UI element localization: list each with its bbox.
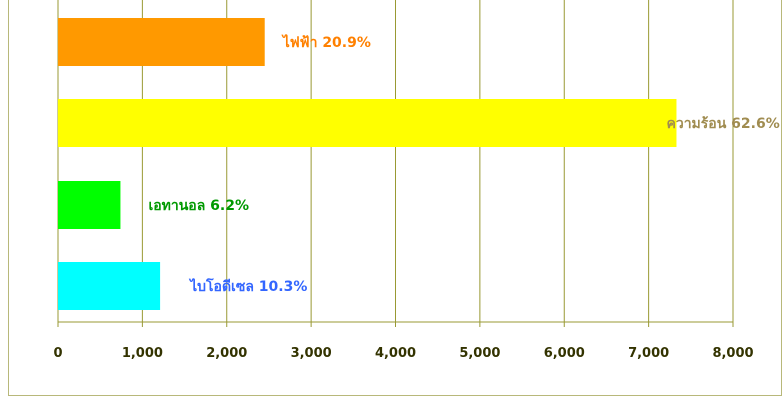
bar: [58, 181, 121, 229]
data-labels: ไฟฟ้า 20.9% ความร้อน 62.6% เอทานอล 6.2% ไบโ…: [148, 33, 779, 295]
bar-data-label: เอทานอล 6.2%: [148, 198, 249, 214]
x-tick-label: 8,000: [712, 346, 753, 361]
bar-data-label: ความร้อน 62.6%: [666, 116, 779, 132]
x-tick-label: 4,000: [375, 346, 416, 361]
x-tick-label: 6,000: [544, 346, 585, 361]
bar: [58, 18, 265, 66]
x-tick-label: 7,000: [628, 346, 669, 361]
x-tick-label: 1,000: [122, 346, 163, 361]
bar: [58, 262, 161, 310]
x-axis-ticks: 0 1,000 2,000 3,000 4,000 5,000 6,000 7,000 8,00…: [53, 346, 753, 361]
x-tick-label: 3,000: [291, 346, 332, 361]
bar-data-label: ไฟฟ้า 20.9%: [281, 33, 371, 51]
x-tick-label: 5,000: [459, 346, 500, 361]
bars: [58, 18, 677, 310]
x-tick-label: 2,000: [206, 346, 247, 361]
chart-frame: [8, 0, 782, 396]
bar: [58, 99, 677, 147]
bar-data-label: ไบโอดีเซล 10.3%: [188, 277, 307, 295]
x-tick-label: 0: [53, 346, 62, 361]
